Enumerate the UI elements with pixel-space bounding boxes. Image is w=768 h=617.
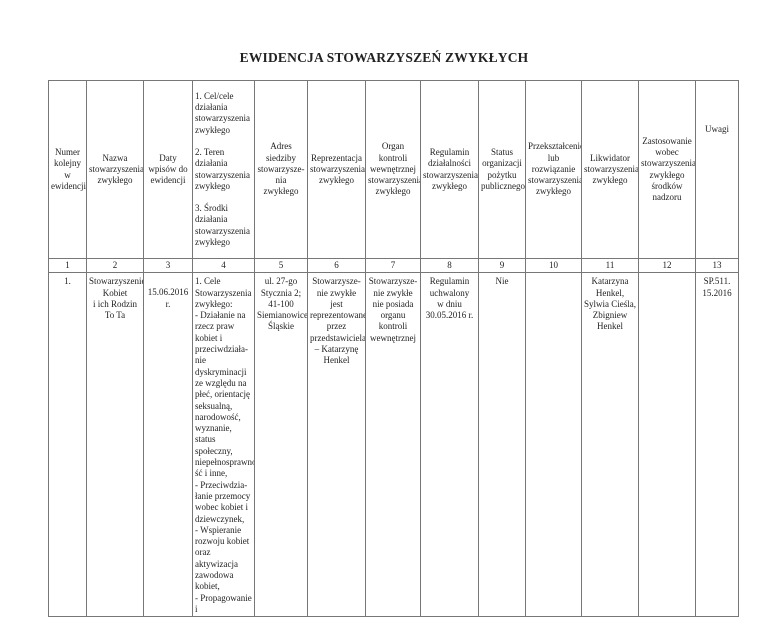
cell-liquidator: Katarzyna Henkel, Sylwia Cieśla, Zbignie… — [581, 272, 639, 617]
header-cell: Numer kolejny w ewidencji — [48, 80, 87, 259]
cell-goals: 1. Cele Stowarzyszenia zwykłego: - Dział… — [192, 272, 255, 617]
header-goal: 1. Cel/cele działania stowarzyszenia zwy… — [195, 90, 250, 135]
cell-name: Stowarzyszenie Kobiet i ich Rodzin To Ta — [86, 272, 144, 617]
document-title: EWIDENCJA STOWARZYSZEŃ ZWYKŁYCH — [239, 50, 529, 65]
column-number: 9 — [478, 257, 526, 274]
column-number: 6 — [307, 257, 366, 274]
cell-date: 15.06.2016 r. — [143, 272, 193, 617]
cell-address: ul. 27-go Stycznia 2; 41-100 Siemianowic… — [254, 272, 308, 617]
column-number: 12 — [638, 257, 696, 274]
cell-control: Stowarzysze- nie zwykłe nie posiada orga… — [365, 272, 421, 617]
header-cell: Nazwa stowarzyszenia zwykłego — [86, 80, 144, 259]
column-number: 11 — [581, 257, 639, 274]
column-number: 5 — [254, 257, 308, 274]
header-means: 3. Środki działania stowarzyszenia zwykł… — [195, 203, 250, 247]
column-number: 13 — [695, 257, 739, 274]
header-cell: Zastosowanie wobec stowarzyszenia zwykłe… — [638, 80, 696, 259]
cell-transformation — [525, 272, 582, 617]
header-cell: Reprezentacja stowarzyszenia zwykłego — [307, 80, 366, 259]
header-cell: Status organizacji pożytku publicznego — [478, 80, 526, 259]
table-row: 1. Stowarzyszenie Kobiet i ich Rodzin To… — [48, 272, 739, 617]
column-number: 10 — [525, 257, 582, 274]
cell-opp-status: Nie — [478, 272, 526, 617]
cell-representation: Stowarzysze- nie zwykłe jest reprezentow… — [307, 272, 366, 617]
cell-regulations: Regulamin uchwalony w dniu 30.05.2016 r. — [420, 272, 479, 617]
header-cell: Przekształcenie lub rozwiązanie stowarzy… — [525, 80, 582, 259]
column-number: 7 — [365, 257, 421, 274]
header-cell: Organ kontroli wewnętrznej stowarzyszeni… — [365, 80, 421, 259]
header-cell: Likwidator stowarzyszenia zwykłego — [581, 80, 639, 259]
cell-remarks: SP.511. 15.2016 — [695, 272, 739, 617]
column-number: 3 — [143, 257, 193, 274]
column-number-row: 1 2 3 4 5 6 7 8 9 10 11 12 13 — [48, 257, 739, 274]
column-number: 2 — [86, 257, 144, 274]
header-cell: Regulamin działalności stowarzyszenia zw… — [420, 80, 479, 259]
column-number: 8 — [420, 257, 479, 274]
header-area: 2. Teren działania stowarzyszenia zwykłe… — [195, 146, 250, 191]
cell-supervision — [638, 272, 696, 617]
header-cell: Uwagi — [695, 80, 739, 259]
header-cell-goals: 1. Cel/cele działania stowarzyszenia zwy… — [192, 80, 255, 259]
column-number: 4 — [192, 257, 255, 274]
cell-number: 1. — [48, 272, 87, 617]
header-row: Numer kolejny w ewidencji Nazwa stowarzy… — [48, 80, 739, 259]
column-number: 1 — [48, 257, 87, 274]
registry-table: Numer kolejny w ewidencji Nazwa stowarzy… — [48, 80, 739, 617]
header-cell: Adres siedziby stowarzysze-nia zwykłego — [254, 80, 308, 259]
header-cell: Daty wpisów do ewidencji — [143, 80, 193, 259]
